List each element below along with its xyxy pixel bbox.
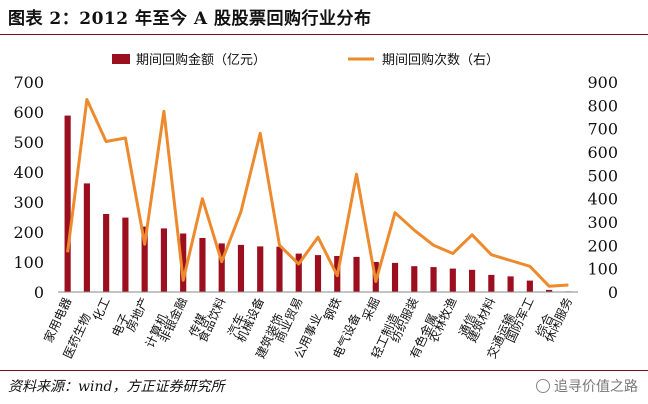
bar bbox=[64, 115, 71, 292]
bar bbox=[180, 233, 187, 292]
chart-title: 图表 2：2012 年至今 A 股股票回购行业分布 bbox=[8, 9, 372, 29]
x-axis-labels: 家用电器医药生物化工电子房地产计算机非银金融传媒食品饮料汽车机械设备建筑装饰商业… bbox=[40, 295, 575, 361]
y-axis-right: 0 100 200 300 400 500 600 700 800 900 bbox=[587, 73, 618, 302]
y-left-tick-label: 200 bbox=[13, 223, 44, 242]
y-left-tick-label: 100 bbox=[13, 253, 44, 272]
bar bbox=[507, 276, 514, 292]
y-right-tick-label: 400 bbox=[587, 190, 618, 209]
bar bbox=[449, 268, 456, 292]
bar bbox=[488, 274, 495, 292]
bar bbox=[314, 255, 322, 292]
y-left-tick-label: 400 bbox=[13, 163, 44, 182]
bar bbox=[276, 246, 283, 292]
y-right-tick-label: 100 bbox=[587, 260, 618, 279]
watermark-text: 追寻价值之路 bbox=[554, 379, 638, 395]
bar-series bbox=[64, 115, 572, 292]
bar bbox=[411, 266, 418, 292]
wechat-icon bbox=[536, 379, 550, 393]
source-note: 资料来源：wind，方正证券研究所 bbox=[8, 379, 225, 395]
bar bbox=[218, 243, 225, 292]
y-left-tick-label: 300 bbox=[13, 193, 44, 212]
y-left-tick-label: 500 bbox=[13, 133, 44, 152]
y-right-tick-label: 300 bbox=[587, 213, 618, 232]
x-tick-label: 钢铁 bbox=[321, 295, 344, 323]
bar bbox=[546, 289, 553, 292]
bar bbox=[103, 214, 110, 292]
y-right-tick-label: 500 bbox=[587, 166, 618, 185]
watermark: 追寻价值之路 bbox=[536, 376, 638, 396]
x-tick-label: 房地产 bbox=[123, 295, 152, 334]
bar bbox=[122, 217, 129, 292]
bar bbox=[526, 280, 533, 292]
bar bbox=[353, 256, 360, 292]
bar bbox=[141, 226, 148, 292]
y-right-tick-label: 700 bbox=[587, 120, 618, 139]
chart-legend: 期间回购金额（亿元） 期间回购次数（右） bbox=[112, 52, 499, 68]
legend-bar-swatch bbox=[112, 54, 130, 64]
bar bbox=[430, 267, 437, 292]
bar bbox=[199, 238, 206, 292]
legend-line-label: 期间回购次数（右） bbox=[382, 52, 499, 68]
bar bbox=[468, 269, 476, 292]
bar bbox=[391, 262, 399, 292]
x-tick-label: 化工 bbox=[90, 295, 113, 323]
x-tick-label: 采掘 bbox=[359, 295, 383, 323]
y-right-tick-label: 0 bbox=[608, 283, 618, 302]
y-left-tick-label: 600 bbox=[13, 103, 44, 122]
y-right-tick-label: 800 bbox=[587, 96, 618, 115]
line-series bbox=[66, 98, 569, 288]
chart-area: 期间回购金额（亿元） 期间回购次数（右） 0 100 200 300 400 500 600… bbox=[13, 52, 618, 361]
footer-divider bbox=[0, 370, 648, 371]
y-right-tick-label: 200 bbox=[587, 236, 618, 255]
y-left-tick-label: 0 bbox=[34, 283, 44, 302]
y-right-tick-label: 900 bbox=[587, 73, 618, 92]
y-axis-left: 0 100 200 300 400 500 600 700 bbox=[13, 73, 44, 302]
bar bbox=[237, 244, 245, 292]
y-left-tick-label: 700 bbox=[13, 73, 44, 92]
count-line bbox=[66, 98, 569, 288]
title-divider bbox=[0, 34, 648, 35]
y-right-tick-label: 600 bbox=[587, 143, 618, 162]
legend-bar-label: 期间回购金额（亿元） bbox=[136, 52, 266, 68]
bar bbox=[160, 228, 168, 292]
bar bbox=[295, 253, 302, 292]
bar bbox=[257, 246, 264, 292]
bar bbox=[83, 183, 90, 292]
